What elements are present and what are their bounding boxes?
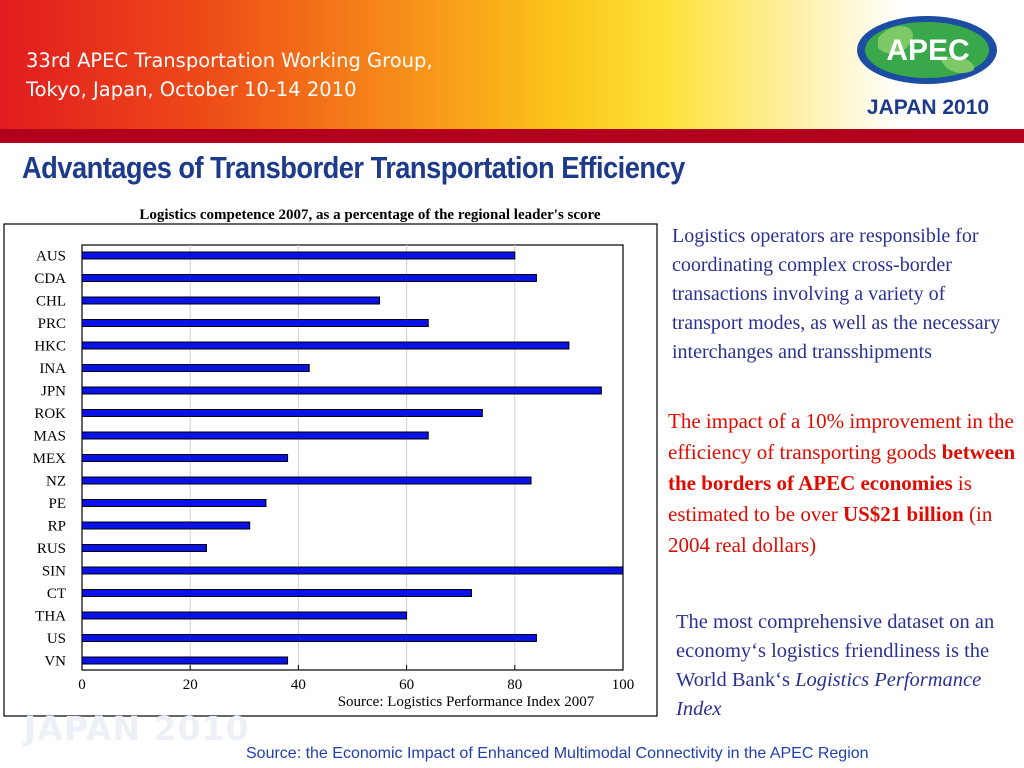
- dataset-text-a: The most comprehensive dataset on an eco…: [676, 611, 995, 691]
- bar-ina: [81, 364, 310, 372]
- logo-text: APEC: [886, 34, 969, 67]
- bar-mex: [81, 454, 289, 462]
- bar-nz: [81, 476, 532, 485]
- footer-source: Source: the Economic Impact of Enhanced …: [246, 745, 869, 762]
- meeting-info: 33rd APEC Transportation Working Group, …: [26, 46, 433, 104]
- x-tick-label: 100: [612, 677, 635, 693]
- bar-jpn: [81, 386, 602, 395]
- impact-text: The impact of a 10% improvement in the e…: [668, 406, 1018, 561]
- plot-area: [81, 244, 624, 671]
- y-tick-label: MAS: [33, 429, 66, 445]
- bar-sin: [81, 566, 624, 575]
- y-tick-label: US: [47, 631, 66, 647]
- bar-aus: [81, 251, 516, 260]
- watermark: JAPAN 2010: [24, 709, 250, 748]
- y-tick-label: HKC: [34, 339, 66, 355]
- y-tick-label: INA: [39, 361, 66, 377]
- bar-prc: [81, 319, 429, 327]
- y-tick-label: PRC: [38, 316, 66, 332]
- bar-hkc: [81, 341, 570, 350]
- bar-rp: [81, 521, 251, 530]
- bar-tha: [81, 611, 408, 620]
- x-tick-label: 0: [78, 677, 86, 693]
- y-tick-label: ROK: [34, 406, 66, 422]
- dataset-text: The most comprehensive dataset on an eco…: [676, 608, 1024, 724]
- header-banner: 33rd APEC Transportation Working Group, …: [0, 0, 1024, 129]
- dataset-text-b: Logistics Performance Index: [676, 669, 982, 720]
- bar-us: [81, 634, 537, 642]
- y-tick-label: JPN: [41, 384, 66, 400]
- y-tick-label: SIN: [42, 564, 66, 580]
- y-tick-label: PE: [48, 496, 66, 512]
- y-tick-label: RUS: [37, 541, 66, 557]
- bar-vn: [81, 656, 289, 665]
- bar-mas: [81, 431, 429, 440]
- x-tick-label: 80: [507, 677, 522, 693]
- y-tick-label: AUS: [36, 249, 66, 265]
- y-tick-label: MEX: [33, 451, 67, 467]
- x-tick-label: 40: [291, 677, 306, 693]
- chart-title: Logistics competence 2007, as a percenta…: [139, 207, 600, 223]
- impact-text-a: The impact of a 10% improvement in the e…: [668, 409, 1014, 464]
- slide-title: Advantages of Transborder Transportation…: [22, 150, 685, 185]
- y-tick-label: NZ: [46, 474, 66, 490]
- header-rule: [0, 129, 1024, 143]
- meeting-line-1: 33rd APEC Transportation Working Group,: [26, 49, 433, 72]
- y-tick-label: RP: [48, 519, 66, 535]
- meeting-line-2: Tokyo, Japan, October 10-14 2010: [26, 78, 357, 101]
- bar-rok: [81, 409, 483, 417]
- impact-text-c: is estimated to be over: [668, 471, 972, 526]
- logistics-chart: Logistics competence 2007, as a percenta…: [3, 207, 658, 717]
- logistics-operators-text: Logistics operators are responsible for …: [672, 225, 1001, 363]
- bar-ct: [81, 589, 473, 597]
- chart-source-note: Source: Logistics Performance Index 2007: [338, 694, 595, 710]
- bar-chl: [81, 296, 381, 305]
- apec-logo: APEC JAPAN 2010: [857, 16, 997, 119]
- x-tick-label: 60: [399, 677, 414, 693]
- bar-pe: [81, 499, 267, 507]
- y-tick-label: THA: [35, 609, 66, 625]
- impact-text-e: (in 2004 real dollars): [668, 502, 993, 557]
- x-tick-label: 20: [183, 677, 198, 693]
- y-tick-label: CDA: [34, 271, 66, 287]
- y-tick-label: VN: [44, 654, 66, 670]
- bar-cda: [81, 274, 537, 282]
- impact-text-d: US$21 billion: [842, 502, 964, 526]
- bar-rus: [81, 544, 207, 552]
- y-tick-label: CHL: [36, 294, 66, 310]
- logo-subtitle: JAPAN 2010: [867, 96, 989, 119]
- y-tick-label: CT: [47, 586, 66, 602]
- impact-text-b: between the borders of APEC economies: [668, 440, 1016, 495]
